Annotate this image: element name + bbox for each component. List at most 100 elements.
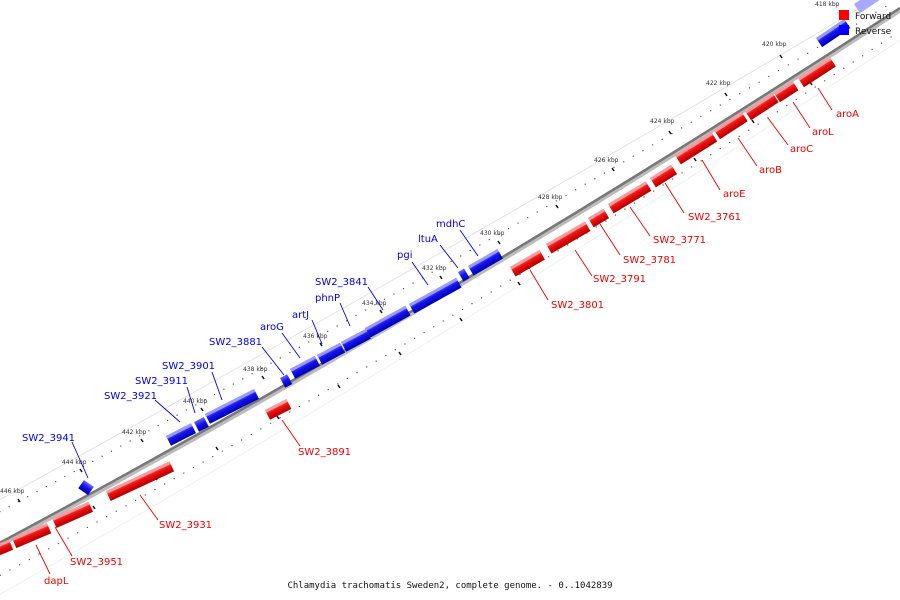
- gene-label[interactable]: aroA: [836, 109, 859, 120]
- minor-tick-dot: [195, 404, 197, 406]
- gene-label[interactable]: aroB: [759, 165, 782, 176]
- gene-block-SW2_3951[interactable]: [52, 501, 94, 529]
- minor-tick-dot: [748, 87, 750, 89]
- minor-tick-dot: [120, 445, 122, 447]
- gene-block-aroL[interactable]: [774, 81, 799, 103]
- gene-label[interactable]: mdhC: [436, 219, 465, 230]
- gene-label[interactable]: phnP: [315, 293, 340, 304]
- gene-block-SW2_3931[interactable]: [106, 461, 175, 501]
- minor-tick-dot: [557, 250, 559, 252]
- minor-tick-dot: [862, 55, 864, 57]
- minor-tick-dot: [223, 388, 225, 390]
- gene-label[interactable]: dapL: [44, 576, 69, 587]
- minor-tick-dot: [27, 496, 29, 498]
- gene-block-SW2_3761[interactable]: [650, 164, 678, 188]
- tick-label: 442 kbp: [122, 429, 147, 436]
- minor-tick-dot: [110, 450, 113, 452]
- gene-block-SW2_3781[interactable]: [588, 208, 610, 228]
- minor-tick-dot: [36, 491, 38, 493]
- minor-tick-dot: [232, 383, 234, 385]
- gene-label[interactable]: SW2_3921: [104, 391, 157, 402]
- minor-tick-dot: [45, 486, 47, 488]
- gene-label[interactable]: SW2_3791: [593, 274, 646, 285]
- gene-label[interactable]: SW2_3781: [623, 255, 676, 266]
- gene-label[interactable]: SW2_3951: [70, 557, 123, 568]
- major-tick: [779, 54, 783, 59]
- minor-tick-dot: [383, 298, 386, 300]
- gene-block-artJ[interactable]: [317, 342, 346, 365]
- gene-label[interactable]: SW2_3931: [159, 520, 212, 531]
- gene-label[interactable]: SW2_3841: [315, 277, 368, 288]
- gene-block-aroA[interactable]: [798, 57, 836, 88]
- minor-tick-dot: [519, 273, 521, 275]
- gene-block-aroC[interactable]: [745, 93, 779, 121]
- minor-tick-dot: [82, 465, 85, 467]
- minor-tick-dot: [546, 205, 548, 208]
- minor-tick-dot: [748, 129, 750, 131]
- gene-label[interactable]: SW2_3891: [298, 447, 351, 458]
- gene-block-SW2_3911[interactable]: [194, 417, 209, 432]
- minor-tick-dot: [710, 154, 712, 156]
- minor-tick-dot: [584, 183, 586, 185]
- minor-tick-dot: [115, 510, 117, 512]
- minor-tick-dot: [498, 233, 500, 235]
- gene-block-aroB[interactable]: [714, 112, 748, 140]
- gene-label[interactable]: SW2_3941: [22, 433, 75, 444]
- minor-tick-dot: [855, 23, 858, 25]
- gene-label[interactable]: SW2_3881: [209, 337, 262, 348]
- gene-block-dapL[interactable]: [12, 523, 52, 549]
- minor-tick-dot: [729, 141, 731, 144]
- minor-tick-dot: [642, 150, 644, 152]
- minor-tick-dot: [0, 574, 1, 576]
- minor-tick-dot: [881, 42, 883, 44]
- gene-block-aroE[interactable]: [675, 132, 718, 165]
- gene-block-SW2_3921[interactable]: [166, 423, 196, 446]
- minor-tick-dot: [843, 67, 845, 69]
- minor-tick-dot: [173, 478, 175, 480]
- minor-tick-dot: [431, 271, 433, 273]
- gene-label[interactable]: SW2_3801: [551, 300, 604, 311]
- minor-tick-dot: [671, 133, 673, 135]
- major-tick: [555, 204, 559, 209]
- major-tick: [668, 130, 672, 135]
- minor-tick-dot: [555, 200, 557, 202]
- gene-block-aroG[interactable]: [290, 355, 320, 379]
- minor-tick-dot: [633, 202, 636, 204]
- gene-label[interactable]: artJ: [292, 310, 309, 321]
- minor-tick-dot: [691, 166, 693, 168]
- gene-block-pgi[interactable]: [409, 277, 462, 314]
- gene-label[interactable]: pgi: [397, 250, 412, 261]
- gene-block-SW2_3941[interactable]: [78, 480, 94, 496]
- gene-label[interactable]: SW2_3911: [135, 376, 188, 387]
- gene-label[interactable]: SW2_3771: [653, 235, 706, 246]
- leader-line: [629, 206, 651, 237]
- gene-label[interactable]: SW2_3901: [162, 361, 215, 372]
- gene-label[interactable]: aroL: [812, 127, 834, 138]
- gene-label[interactable]: SW2_3761: [688, 212, 741, 223]
- gene-block-mdhC[interactable]: [468, 249, 503, 276]
- gene-block-SW2_3801[interactable]: [510, 250, 545, 277]
- minor-tick-dot: [221, 450, 223, 452]
- gene-block-SW2_3771[interactable]: [608, 181, 652, 214]
- minor-tick-dot: [681, 127, 683, 129]
- minor-tick-dot: [183, 472, 185, 474]
- gene-block-SW2_3881[interactable]: [280, 374, 293, 388]
- minor-tick-dot: [129, 440, 131, 442]
- minor-tick-dot: [719, 148, 721, 150]
- gene-label[interactable]: aroE: [723, 189, 745, 200]
- leader-line: [281, 419, 301, 447]
- leader-line: [54, 526, 73, 557]
- gene-label[interactable]: aroG: [260, 322, 284, 333]
- gene-label[interactable]: aroC: [790, 144, 813, 155]
- tick-label: 434 kbp: [362, 300, 387, 307]
- legend-label-forward: Forward: [855, 12, 891, 22]
- gene-block-ltuA[interactable]: [458, 268, 470, 282]
- minor-tick-dot: [212, 456, 214, 458]
- gene-block-SW2_3891[interactable]: [265, 399, 292, 420]
- gene-block-phnP[interactable]: [341, 328, 371, 352]
- gene-block-SW2_3841[interactable]: [365, 305, 411, 338]
- gene-label[interactable]: ltuA: [418, 234, 438, 245]
- gene-block-SW2_3901[interactable]: [205, 389, 259, 424]
- gene-block-SW2_3791[interactable]: [546, 221, 591, 254]
- minor-tick-dot: [450, 260, 452, 262]
